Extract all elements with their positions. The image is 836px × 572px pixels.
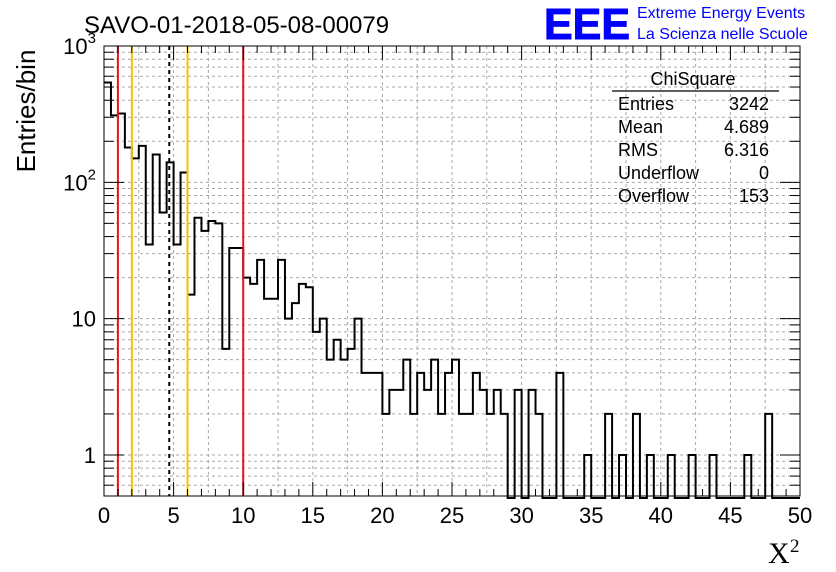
y-tick-label: 10 xyxy=(72,307,96,332)
reference-lines xyxy=(116,46,245,496)
x-axis-label: X 2 xyxy=(768,536,800,570)
stats-row-label: Entries xyxy=(618,94,674,114)
x-tick-label: 35 xyxy=(579,503,603,528)
grid xyxy=(104,46,800,496)
logo-line-2: La Scienza nelle Scuole xyxy=(637,26,808,43)
stats-row-value: 3242 xyxy=(729,94,769,114)
histogram-outline xyxy=(104,81,800,499)
stats-row-label: RMS xyxy=(618,140,658,160)
x-tick-label: 20 xyxy=(370,503,394,528)
stats-row-value: 6.316 xyxy=(724,140,769,160)
x-tick-label: 5 xyxy=(167,503,179,528)
x-tick-label: 25 xyxy=(440,503,464,528)
x-tick-labels: 0 5 10 15 20 25 30 35 40 45 50 xyxy=(98,503,812,528)
y-tick-labels: 1 10 102 103 xyxy=(63,30,96,468)
x-axis-label-symbol: X xyxy=(768,537,790,570)
y-axis-label: Entries/bin xyxy=(11,50,41,173)
eee-logo-letters: EEE xyxy=(544,0,630,49)
x-tick-label: 40 xyxy=(649,503,673,528)
stats-box: ChiSquare Entries 3242 Mean 4.689 RMS 6.316 Un… xyxy=(612,69,779,206)
y-tick-label: 102 xyxy=(63,166,96,195)
stats-row-label: Underflow xyxy=(618,163,700,183)
x-tick-label: 10 xyxy=(231,503,255,528)
stats-row-value: 0 xyxy=(759,163,769,183)
y-tick-label: 103 xyxy=(63,30,96,59)
x-tick-label: 0 xyxy=(98,503,110,528)
x-tick-label: 15 xyxy=(301,503,325,528)
x-axis-label-superscript: 2 xyxy=(790,536,800,557)
chart-title: SAVO-01-2018-05-08-00079 xyxy=(84,12,389,39)
x-tick-label: 50 xyxy=(788,503,812,528)
stats-box-title: ChiSquare xyxy=(650,69,735,89)
stats-row-label: Overflow xyxy=(618,186,690,206)
stats-row-value: 4.689 xyxy=(724,117,769,137)
logo-line-1: Extreme Energy Events xyxy=(637,5,805,22)
stats-rows: Entries 3242 Mean 4.689 RMS 6.316 Underflow 0 Ov… xyxy=(618,94,769,206)
y-tick-label: 1 xyxy=(84,443,96,468)
x-tick-label: 45 xyxy=(718,503,742,528)
stats-row-label: Mean xyxy=(618,117,663,137)
x-tick-label: 30 xyxy=(509,503,533,528)
axis-ticks xyxy=(103,45,801,496)
histogram-bins xyxy=(104,81,800,499)
stats-row-value: 153 xyxy=(739,186,769,206)
eee-logo: EEE Extreme Energy Events La Scienza nel… xyxy=(544,0,808,50)
